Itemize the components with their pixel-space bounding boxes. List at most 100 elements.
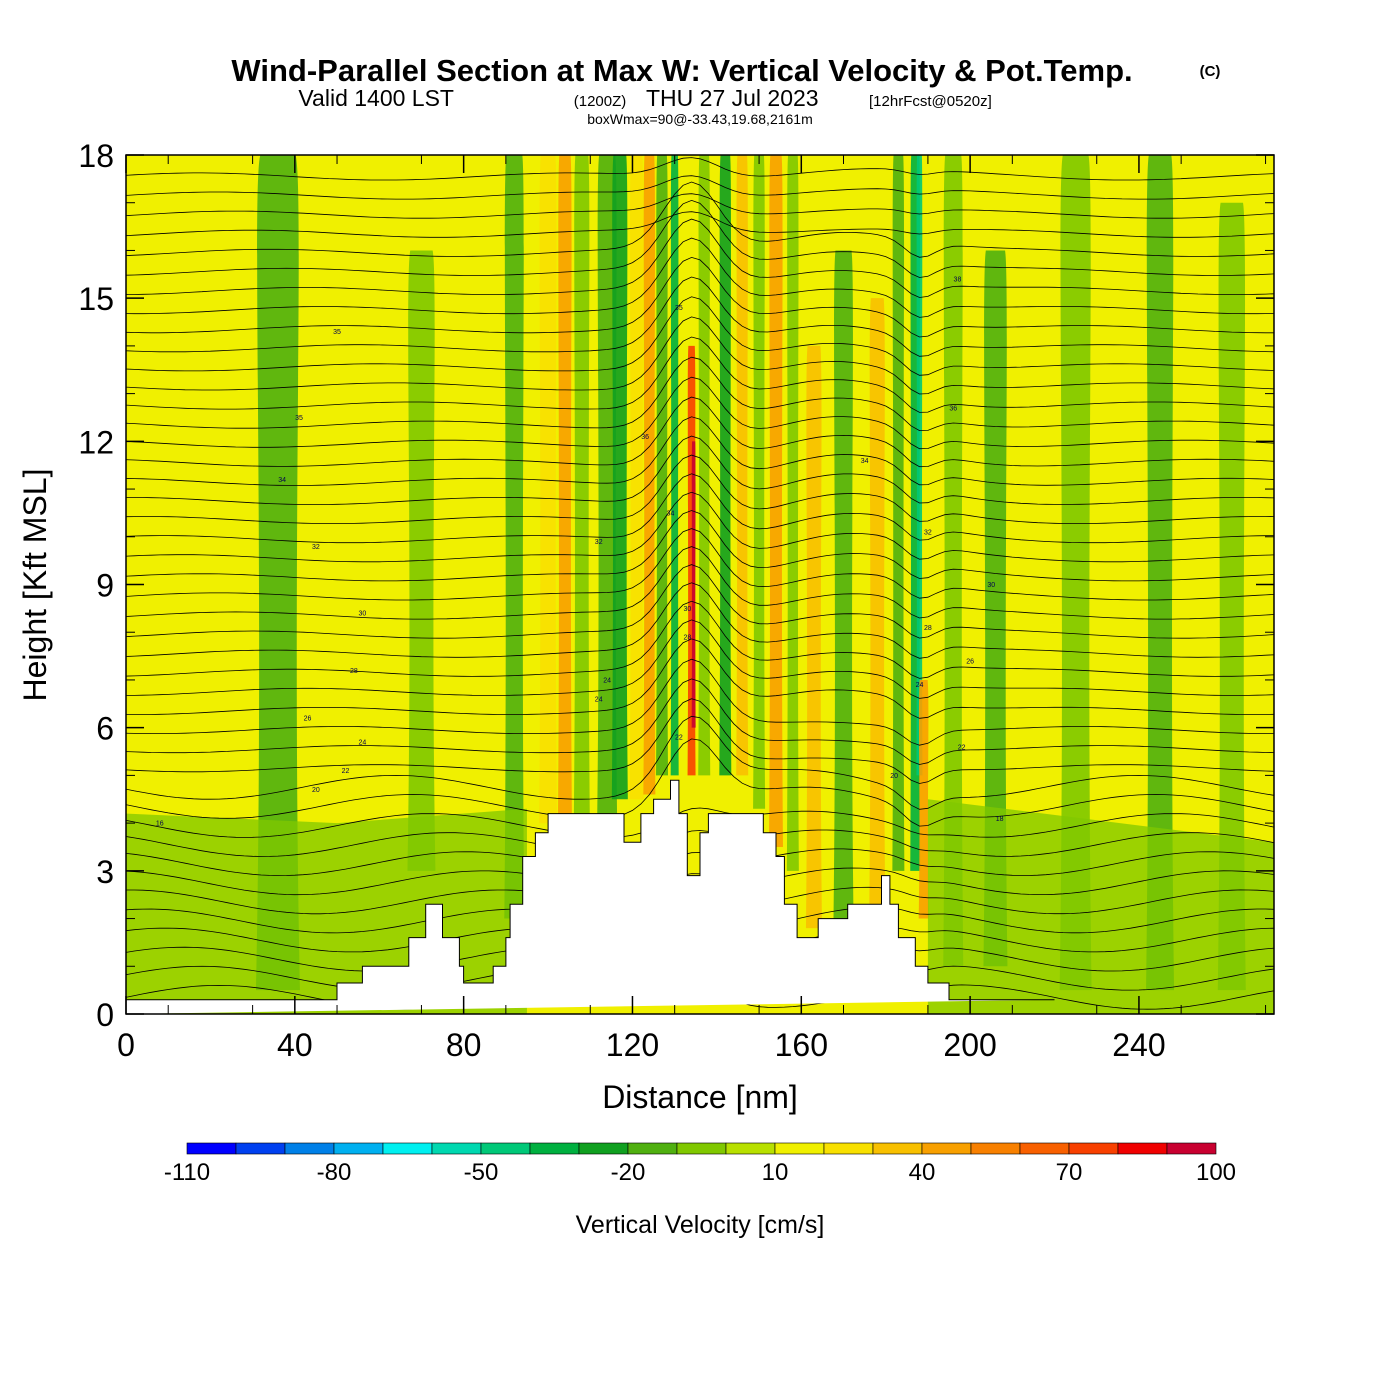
x-tick-label: 160 <box>775 1027 828 1063</box>
isentrope-line <box>126 296 1274 376</box>
velocity-band <box>557 155 572 824</box>
isentrope-label: 30 <box>683 606 691 613</box>
isentrope-label: 24 <box>916 682 924 689</box>
colorbar-tick-label: 100 <box>1196 1159 1236 1186</box>
velocity-band <box>255 155 300 991</box>
colorbar-swatch <box>382 1142 433 1155</box>
isentrope-line <box>126 564 1274 639</box>
velocity-band <box>504 155 525 919</box>
x-tick-label: 80 <box>446 1027 482 1063</box>
isentrope-label: 22 <box>958 744 966 751</box>
colorbar-swatch <box>333 1142 384 1155</box>
colorbar-swatch <box>1019 1142 1070 1155</box>
isentrope-line <box>126 638 1274 719</box>
velocity-band <box>892 155 905 871</box>
velocity-band <box>670 155 679 776</box>
valid-time-line: Valid 1400 LST (1200Z) THU 27 Jul 2023 [… <box>298 85 991 111</box>
y-tick-label: 6 <box>96 711 114 747</box>
colorbar-swatch <box>627 1142 678 1155</box>
velocity-band <box>1146 155 1175 991</box>
isentrope-label: 30 <box>987 582 995 589</box>
colorbar-swatch <box>970 1142 1021 1155</box>
colorbar-swatch <box>823 1142 874 1155</box>
copyright-mark: (C) <box>1200 63 1221 80</box>
isentrope-line <box>126 738 1274 827</box>
colorbar-swatch <box>284 1142 335 1155</box>
isentrope-line <box>126 376 1274 450</box>
velocity-band <box>629 155 644 800</box>
isentrope-line <box>126 528 1274 601</box>
isentrope-line <box>126 256 1274 338</box>
velocity-band <box>786 155 799 871</box>
colorbar-swatch <box>1068 1142 1119 1155</box>
isentrope-line <box>126 193 1274 219</box>
colorbar-tick-label: 10 <box>762 1159 789 1186</box>
x-tick-label: 240 <box>1112 1027 1165 1063</box>
isentrope-label: 32 <box>312 544 320 551</box>
colorbar-swatch <box>872 1142 923 1155</box>
y-tick-label: 0 <box>96 997 114 1033</box>
velocity-band <box>805 345 822 929</box>
velocity-band <box>833 250 854 919</box>
isentrope-line <box>126 658 1274 746</box>
velocity-band <box>916 155 923 776</box>
isentrope-label: 26 <box>966 658 974 665</box>
velocity-band <box>943 155 964 967</box>
velocity-band <box>573 155 590 824</box>
isentrope-labels: 16 20 22 24 26 28 30 32 34 35 35 24 24 32 34 36 35 28 30 22… <box>156 277 1004 828</box>
valid-zulu: (1200Z) <box>574 93 627 110</box>
isentrope-line <box>126 678 1274 765</box>
velocity-band <box>918 679 929 919</box>
x-tick-label: 120 <box>606 1027 659 1063</box>
x-tick-label: 200 <box>943 1027 996 1063</box>
colorbar-swatch <box>235 1142 286 1155</box>
colorbar-swatch <box>480 1142 531 1155</box>
colorbar-swatch <box>431 1142 482 1155</box>
x-axis: 0 40 80 120 160 200 240 <box>117 155 1267 1063</box>
y-tick-label: 3 <box>96 854 114 890</box>
velocity-band <box>753 155 766 809</box>
box-info: boxWmax=90@-33.43,19.68,2161m <box>587 111 813 127</box>
x-tick-label: 40 <box>277 1027 313 1063</box>
colorbar-tick-label: -80 <box>317 1159 352 1186</box>
y-tick-label: 12 <box>78 424 114 460</box>
isentrope-line <box>126 211 1274 238</box>
isentrope-label: 20 <box>312 787 320 794</box>
isentrope-line <box>126 473 1274 544</box>
isentrope-label: 30 <box>358 611 366 618</box>
isentrope-label: 28 <box>350 668 358 675</box>
velocity-band <box>1217 202 1246 991</box>
velocity-band <box>698 155 711 776</box>
isentrope-line <box>126 157 1274 181</box>
isentrope-label: 32 <box>924 530 932 537</box>
isentrope-label: 35 <box>675 305 683 312</box>
isentrope-line <box>126 600 1274 679</box>
y-axis-label: Height [Kft MSL] <box>17 469 53 702</box>
isentrope-line <box>126 237 1274 318</box>
isentrope-line <box>126 698 1274 784</box>
isentrope-line <box>126 454 1274 524</box>
x-axis-label: Distance [nm] <box>602 1079 798 1115</box>
colorbar-tick-label: -20 <box>611 1159 646 1186</box>
valid-prefix: Valid 1400 LST <box>298 85 454 111</box>
colorbar <box>186 1142 1217 1155</box>
velocity-band <box>736 155 749 776</box>
isentrope-line <box>126 435 1274 505</box>
colorbar-swatch <box>1117 1142 1168 1155</box>
isentrope-label: 34 <box>667 510 675 517</box>
isentrope-line <box>126 356 1274 432</box>
isentrope-label: 22 <box>342 768 350 775</box>
y-tick-label: 18 <box>78 138 114 174</box>
isentrope-line <box>126 175 1274 200</box>
isentrope-line <box>126 316 1274 395</box>
plot-area: 16 20 22 24 26 28 30 32 34 35 35 24 24 32 34 36 35 28 30 22… <box>126 155 1274 1014</box>
valid-date: THU 27 Jul 2023 <box>646 85 819 111</box>
isentrope-line <box>126 181 1274 258</box>
isentrope-label: 24 <box>595 697 603 704</box>
colorbar-swatch <box>921 1142 972 1155</box>
isentrope-line <box>126 218 1274 298</box>
isentrope-label: 24 <box>358 739 366 746</box>
isentrope-line <box>126 336 1274 413</box>
